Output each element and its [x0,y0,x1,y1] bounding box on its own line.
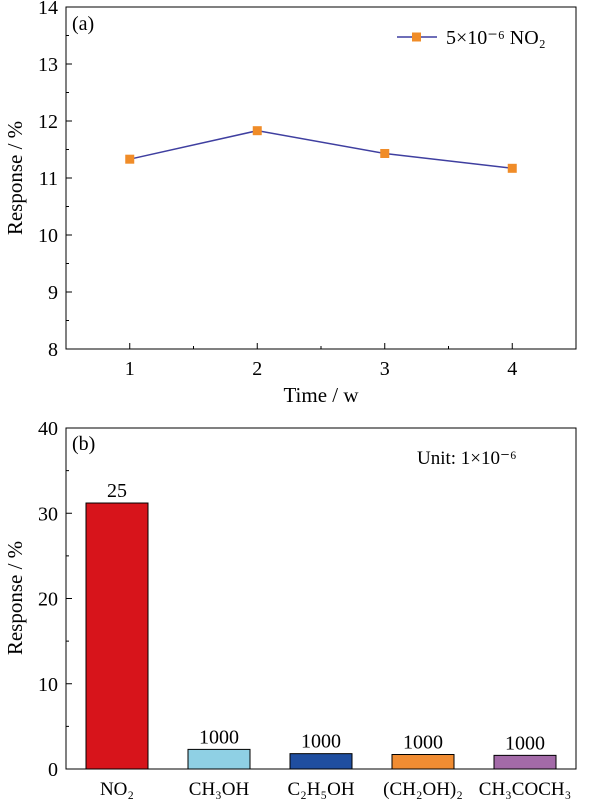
series-line-a [129,129,513,170]
bar [391,754,455,770]
legend-a: 5×10⁻⁶ NO₂ [397,27,546,49]
x-axis-label-a: Time / w [283,383,359,407]
y-tick-label-b: 0 [48,759,58,781]
y-tick-label-b: 40 [38,418,58,440]
bar-data-label: 1000 [301,731,341,753]
panel-label-b: (b) [72,433,95,455]
data-point-a [507,163,517,173]
bar-data-label: 1000 [505,732,545,754]
plot-frame-a [65,6,577,350]
x-tick-label-a: 1 [125,358,135,380]
y-tick-label-b: 10 [38,674,58,696]
y-tick-label-b: 30 [38,503,58,525]
category-label: CH₃COCH₃ [479,779,571,800]
y-tick-label-a: 12 [38,111,58,133]
bar [289,753,353,770]
y-tick-label-a: 13 [38,54,58,76]
y-tick-label-b: 20 [38,589,58,611]
category-label: C₂H₅OH [287,779,354,800]
y-tick-label-a: 14 [38,0,58,19]
y-axis-label-a: Response / % [3,121,27,235]
y-tick-label-a: 8 [48,339,58,361]
x-tick-label-a: 2 [252,358,262,380]
category-label: CH₃OH [189,779,250,800]
legend-label: 5×10⁻⁶ NO₂ [446,27,546,49]
legend-marker [412,32,421,42]
bar [85,502,149,770]
bar [187,748,251,770]
data-point-a [252,126,262,136]
category-label: (CH₂OH)₂ [383,779,463,800]
data-point-a [380,148,390,158]
x-tick-label-a: 3 [380,358,390,380]
y-tick-label-a: 9 [48,282,58,304]
y-axis-label-b: Response / % [3,541,27,655]
bar [493,754,557,770]
y-tick-label-a: 11 [39,168,58,190]
bar-data-label: 1000 [199,726,239,748]
data-point-a [125,154,135,164]
bar-data-label: 25 [107,480,127,502]
unit-annotation: Unit: 1×10⁻⁶ [417,448,517,469]
bar-data-label: 1000 [403,732,443,754]
panel-label-a: (a) [72,13,94,35]
category-label: NO₂ [100,779,134,800]
x-tick-label-a: 4 [507,358,517,380]
y-tick-label-a: 10 [38,225,58,247]
plot-frame-b [65,427,577,770]
